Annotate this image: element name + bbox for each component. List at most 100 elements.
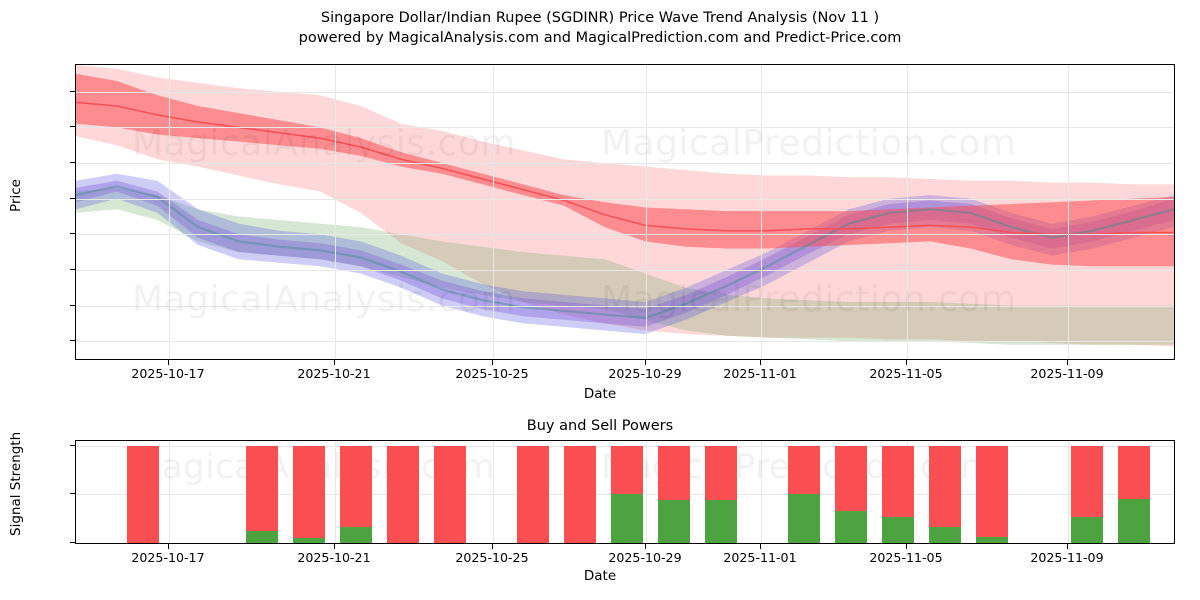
price-y-tick — [70, 233, 75, 235]
signal-x-tick — [760, 544, 761, 549]
signal-bar-sell-segment — [705, 445, 737, 501]
signal-x-tick-label: 2025-10-29 — [608, 550, 682, 565]
price-x-tick-label: 2025-11-01 — [723, 366, 797, 381]
signal-bar[interactable] — [976, 445, 1008, 543]
price-y-tick — [70, 197, 75, 199]
signal-bar-sell-segment — [127, 445, 159, 543]
price-y-tick — [70, 268, 75, 270]
signal-bar-buy-segment — [976, 537, 1008, 543]
signal-bar-buy-segment — [340, 526, 372, 543]
signal-x-axis-title: Date — [583, 568, 617, 584]
signal-bar[interactable] — [611, 445, 643, 543]
signal-x-tick-label: 2025-11-09 — [1030, 550, 1104, 565]
signal-bar-sell-segment — [434, 445, 466, 543]
price-x-tick-label: 2025-10-29 — [608, 366, 682, 381]
signal-bar-sell-segment — [517, 445, 549, 543]
gridline-horizontal — [76, 269, 1174, 271]
signal-bar-buy-segment — [1071, 516, 1103, 543]
signal-x-tick-label: 2025-10-17 — [131, 550, 205, 565]
price-x-tick — [168, 360, 169, 365]
signal-bar[interactable] — [246, 445, 278, 543]
price-x-tick-label: 2025-11-09 — [1030, 366, 1104, 381]
gridline-horizontal — [76, 163, 1174, 164]
gridline-vertical — [169, 441, 170, 543]
signal-bar[interactable] — [929, 445, 961, 543]
gridline-vertical — [335, 65, 336, 359]
gridline-vertical — [646, 65, 647, 359]
signal-bar-sell-segment — [293, 445, 325, 539]
signal-x-tick — [1067, 544, 1068, 549]
price-x-tick — [760, 360, 761, 365]
signal-bar[interactable] — [1118, 445, 1150, 543]
page-title: Singapore Dollar/Indian Rupee (SGDINR) P… — [0, 8, 1200, 48]
gridline-vertical — [907, 65, 908, 359]
gridline-vertical — [1068, 65, 1069, 359]
price-x-tick-label: 2025-10-17 — [131, 366, 205, 381]
signal-bar-sell-segment — [246, 445, 278, 532]
signal-x-tick — [492, 544, 493, 549]
signal-bar-sell-segment — [564, 445, 596, 543]
signal-bar[interactable] — [387, 445, 419, 543]
signal-bar[interactable] — [564, 445, 596, 543]
signal-bar-buy-segment — [658, 500, 690, 543]
signal-bar-sell-segment — [882, 445, 914, 517]
signal-bar[interactable] — [517, 445, 549, 543]
signal-bar-buy-segment — [611, 494, 643, 543]
signal-bar[interactable] — [882, 445, 914, 543]
signal-bar-buy-segment — [882, 516, 914, 543]
gridline-horizontal — [76, 305, 1174, 307]
title-line-2: powered by MagicalAnalysis.com and Magic… — [298, 30, 902, 46]
signal-x-tick — [906, 544, 907, 549]
price-x-tick — [492, 360, 493, 365]
signal-bar-buy-segment — [835, 510, 867, 543]
signal-bar-buy-segment — [293, 538, 325, 543]
price-y-tick — [70, 304, 75, 306]
signal-bar[interactable] — [293, 445, 325, 543]
signal-bar-buy-segment — [246, 531, 278, 543]
price-x-tick — [334, 360, 335, 365]
price-x-axis-title: Date — [583, 386, 617, 402]
signal-bar-sell-segment — [788, 445, 820, 495]
signal-x-tick — [334, 544, 335, 549]
gridline-vertical — [761, 441, 762, 543]
signal-bar[interactable] — [705, 445, 737, 543]
signal-bar[interactable] — [340, 445, 372, 543]
gridline-vertical — [493, 65, 494, 359]
signal-bar-sell-segment — [976, 445, 1008, 538]
signal-y-tick — [70, 493, 75, 495]
signal-bar[interactable] — [1071, 445, 1103, 543]
signal-x-tick-label: 2025-11-05 — [869, 550, 943, 565]
signal-bar-buy-segment — [929, 526, 961, 543]
signal-bar-sell-segment — [835, 445, 867, 511]
price-x-tick — [906, 360, 907, 365]
signal-bar[interactable] — [434, 445, 466, 543]
gridline-vertical — [646, 441, 647, 543]
signal-bar[interactable] — [835, 445, 867, 543]
signal-x-tick-label: 2025-11-01 — [723, 550, 797, 565]
gridline-horizontal — [76, 341, 1174, 343]
signal-chart-title: Buy and Sell Powers — [526, 418, 674, 434]
gridline-vertical — [1068, 441, 1069, 543]
gridline-horizontal — [76, 198, 1174, 200]
signal-y-axis-title: Signal Strength — [8, 431, 24, 536]
price-y-tick — [70, 340, 75, 342]
signal-bar-sell-segment — [611, 445, 643, 495]
signal-y-tick — [70, 542, 75, 543]
price-x-tick-label: 2025-11-05 — [869, 366, 943, 381]
signal-x-tick-label: 2025-10-25 — [455, 550, 529, 565]
price-x-tick-label: 2025-10-25 — [455, 366, 529, 381]
signal-bar-sell-segment — [340, 445, 372, 527]
signal-bar-sell-segment — [1071, 445, 1103, 517]
gridline-horizontal — [76, 234, 1174, 236]
signal-bar[interactable] — [658, 445, 690, 543]
signal-bar-buy-segment — [788, 494, 820, 543]
signal-bar[interactable] — [788, 445, 820, 543]
signal-bar-sell-segment — [658, 445, 690, 501]
price-chart-plot-area: MagicalAnalysis.com MagicalPrediction.co… — [75, 64, 1175, 360]
signal-bar[interactable] — [127, 445, 159, 543]
price-grid — [76, 65, 1174, 359]
signal-bar-buy-segment — [1118, 499, 1150, 543]
signal-chart-plot-area: MagicalAnalysis.com MagicalPrediction.co… — [75, 440, 1175, 544]
signal-bar-buy-segment — [705, 500, 737, 543]
signal-x-tick — [645, 544, 646, 549]
